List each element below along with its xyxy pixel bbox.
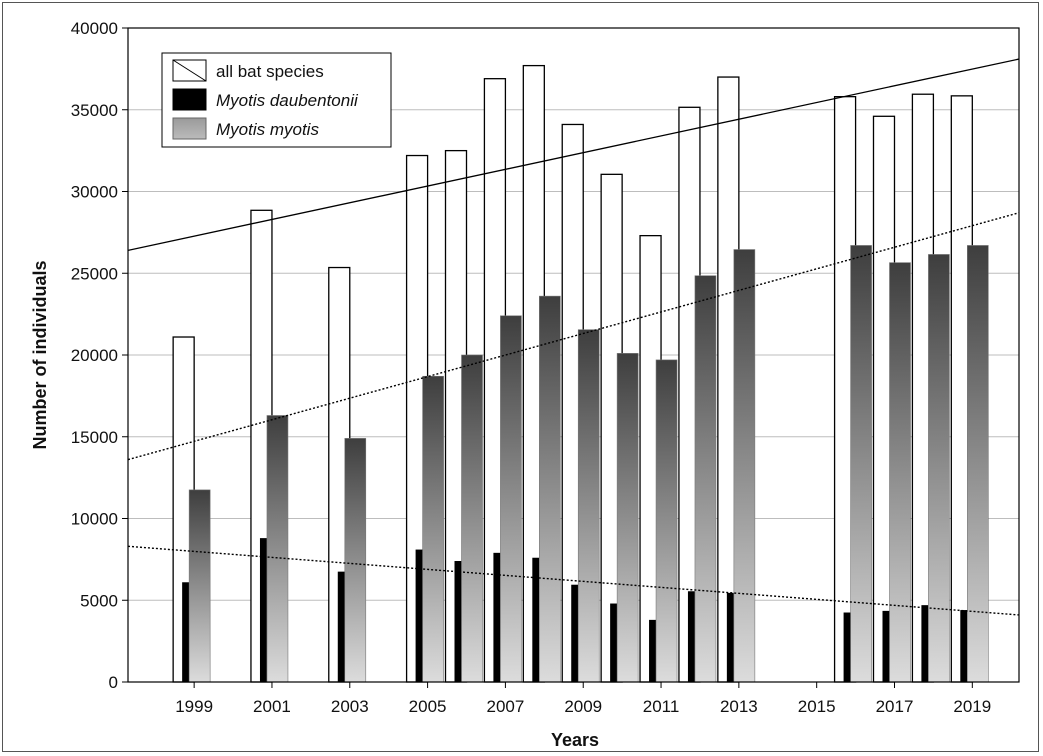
bar-myotis-daubentonii: [921, 605, 929, 682]
bar-myotis-daubentonii: [571, 584, 579, 682]
legend-label-all-bat-species: all bat species: [216, 62, 324, 81]
bar-myotis-myotis: [616, 353, 639, 683]
x-tick-label: 2011: [643, 697, 680, 716]
bar-myotis-myotis: [422, 375, 444, 683]
bar-myotis-daubentonii: [882, 610, 890, 682]
bar-myotis-myotis: [889, 262, 911, 683]
y-tick-label: 15000: [71, 428, 118, 447]
bar-myotis-myotis: [928, 254, 950, 683]
bar-myotis-daubentonii: [415, 549, 423, 682]
bar-myotis-myotis: [655, 359, 678, 683]
y-tick-label: 30000: [71, 183, 118, 202]
x-tick-label: 2001: [253, 697, 291, 716]
legend-swatch-black: [172, 88, 207, 111]
bar-myotis-daubentonii: [610, 603, 618, 682]
y-tick-label: 10000: [71, 510, 118, 529]
bar-myotis-daubentonii: [726, 592, 734, 682]
bar-myotis-myotis: [577, 329, 600, 683]
bar-myotis-myotis: [500, 315, 522, 683]
bar-myotis-myotis: [266, 415, 289, 683]
bar-myotis-myotis: [967, 245, 989, 683]
x-tick-label: 2007: [486, 697, 524, 716]
x-tick-label: 2013: [720, 697, 758, 716]
bar-myotis-daubentonii: [259, 538, 267, 682]
trendlines: [128, 58, 1019, 616]
trendline-myotis-daubentonii: [128, 545, 1019, 616]
y-tick-label: 35000: [71, 101, 118, 120]
bar-myotis-myotis: [694, 275, 717, 683]
y-tick-label: 25000: [71, 264, 118, 283]
legend-item-myotis-myotis: Myotis myotis: [172, 117, 319, 140]
legend: all bat species Myotis daubentonii Myoti…: [161, 52, 392, 148]
bar-myotis-daubentonii: [687, 591, 695, 682]
y-tick-label: 20000: [71, 346, 118, 365]
bar-myotis-daubentonii: [843, 612, 851, 682]
bars: [172, 64, 989, 683]
bar-myotis-daubentonii: [182, 582, 190, 682]
legend-item-myotis-daubentonii: Myotis daubentonii: [172, 88, 359, 111]
bar-myotis-daubentonii: [493, 552, 501, 682]
bar-myotis-myotis: [850, 245, 872, 683]
y-tick-label: 40000: [71, 19, 118, 38]
bar-myotis-daubentonii: [532, 557, 540, 682]
trendline-all-bat-species: [128, 58, 1019, 251]
bar-myotis-myotis: [188, 489, 211, 683]
x-tick-label: 1999: [175, 697, 213, 716]
bar-myotis-myotis: [733, 249, 756, 683]
x-tick-label: 2003: [331, 697, 369, 716]
y-tick-label: 0: [109, 673, 118, 692]
bar-myotis-daubentonii: [454, 561, 462, 682]
bar-myotis-daubentonii: [649, 619, 657, 682]
x-axis-title: Years: [551, 730, 599, 750]
y-axis-title: Number of individuals: [30, 260, 50, 449]
legend-label-myotis-daubentonii: Myotis daubentonii: [216, 91, 359, 110]
bar-myotis-daubentonii: [960, 610, 968, 682]
x-tick-label: 2019: [953, 697, 991, 716]
bar-myotis-myotis: [539, 295, 561, 683]
legend-swatch-gray: [172, 117, 207, 140]
legend-label-myotis-myotis: Myotis myotis: [216, 120, 319, 139]
axes: 0 5000 10000 15000 20000 25000 30000 35000 40000…: [71, 19, 992, 716]
bar-myotis-myotis: [461, 354, 483, 683]
x-tick-label: 2017: [876, 697, 914, 716]
legend-item-all-bat-species: all bat species: [172, 59, 324, 82]
y-tick-label: 5000: [80, 591, 118, 610]
x-tick-label: 2005: [409, 697, 447, 716]
legend-swatch-diagonal: [172, 59, 207, 82]
bar-myotis-daubentonii: [337, 571, 345, 682]
bar-myotis-myotis: [344, 438, 367, 683]
x-tick-label: 2015: [798, 697, 836, 716]
x-tick-label: 2009: [564, 697, 602, 716]
